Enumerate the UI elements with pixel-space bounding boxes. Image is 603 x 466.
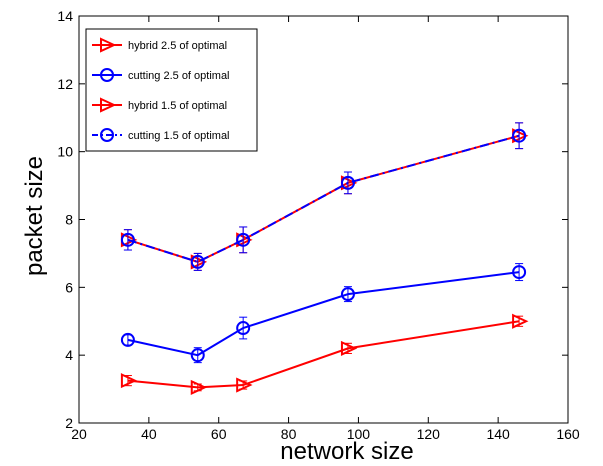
data-point [236,377,253,393]
x-tick-label: 60 [211,426,227,442]
x-axis-label: network size [280,438,413,465]
series-line [127,134,520,263]
legend-marker [100,97,117,113]
y-tick-label: 4 [65,347,73,363]
y-tick-label: 10 [57,144,73,160]
legend-label: hybrid 2.5 of optimal [128,40,227,52]
y-tick-label: 12 [57,76,73,92]
data-point [340,340,358,356]
x-tick-label: 80 [281,426,297,442]
data-point [190,254,205,269]
series-1 [120,263,527,364]
data-point [512,128,527,143]
x-tick-label: 140 [486,426,510,442]
y-tick-label: 2 [65,415,73,431]
data-point [512,313,529,329]
series-line [127,320,520,389]
data-point [236,321,251,336]
legend-marker [100,37,117,53]
legend-label: cutting 1.5 of optimal [128,130,230,142]
x-tick-label: 20 [71,426,87,442]
axis-ticks: 20 40 60 80 100 120 140 160 2 4 6 8 10 12 14 [57,8,579,442]
y-tick-label: 8 [65,212,73,228]
series-3 [120,122,527,271]
series-line [127,134,520,263]
x-tick-label: 40 [141,426,157,442]
y-axis-label: packet size [21,156,48,276]
data-point [340,175,355,190]
legend-label: cutting 2.5 of optimal [128,70,230,82]
data-point [120,373,138,389]
y-tick-label: 6 [65,279,73,295]
legend-marker [100,68,114,82]
legend: hybrid 2.5 of optimal cutting 2.5 of opti… [85,28,258,152]
legend-box [85,28,258,152]
series-line [127,271,520,357]
x-tick-label: 120 [417,426,441,442]
legend-entry: hybrid 2.5 of optimal [92,37,227,53]
legend-label: hybrid 1.5 of optimal [128,100,227,112]
data-point [190,348,205,363]
data-point [190,379,208,395]
series-layer [120,122,529,395]
legend-entry: cutting 1.5 of optimal [92,128,230,142]
legend-marker [100,128,114,142]
data-point [120,332,135,347]
legend-entry: hybrid 1.5 of optimal [92,97,227,113]
legend-entry: cutting 2.5 of optimal [92,68,230,82]
x-tick-label: 160 [556,426,580,442]
data-point [236,232,251,247]
data-point [340,287,355,302]
data-point [120,232,135,247]
x-tick-label: 100 [347,426,371,442]
y-tick-label: 14 [57,8,73,24]
data-point [512,265,527,280]
series-2 [120,313,529,395]
